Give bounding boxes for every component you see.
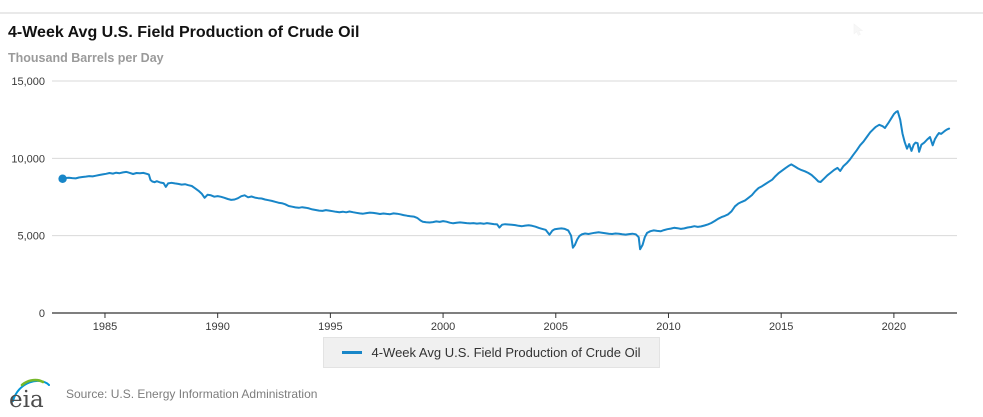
eia-logo[interactable]: eia bbox=[8, 376, 54, 412]
y-axis-tick-label: 15,000 bbox=[11, 76, 45, 88]
chart-title: 4-Week Avg U.S. Field Production of Crud… bbox=[8, 24, 360, 41]
line-chart-plot[interactable]: 0 5,000 10,000 15,000 1985 1990 1995 2000 2005 20… bbox=[0, 0, 983, 336]
top-divider bbox=[0, 12, 983, 14]
x-axis-tick-label: 2020 bbox=[882, 321, 906, 333]
series-first-point-marker[interactable] bbox=[58, 174, 67, 183]
y-axis-tick-label: 10,000 bbox=[11, 153, 45, 165]
cursor-arrow-icon bbox=[853, 23, 864, 36]
x-axis-tick-label: 2010 bbox=[656, 321, 680, 333]
legend-item[interactable]: 4-Week Avg U.S. Field Production of Crud… bbox=[323, 337, 660, 368]
x-axis-tick-label: 1985 bbox=[93, 321, 117, 333]
eia-logo-green-arc bbox=[20, 378, 45, 387]
chart-units-label: Thousand Barrels per Day bbox=[8, 51, 164, 65]
legend-line-swatch bbox=[342, 351, 363, 354]
series-line[interactable] bbox=[61, 110, 951, 251]
footer: eia Source: U.S. Energy Information Admi… bbox=[8, 376, 317, 412]
x-axis-tick-label: 2005 bbox=[544, 321, 568, 333]
eia-logo-blue-arc bbox=[12, 380, 50, 402]
source-text: Source: U.S. Energy Information Administ… bbox=[66, 387, 318, 401]
y-axis-tick-label: 5,000 bbox=[17, 231, 45, 243]
eia-logo-text: eia bbox=[9, 387, 44, 412]
legend-label: 4-Week Avg U.S. Field Production of Crud… bbox=[371, 345, 641, 360]
x-axis-tick-label: 1990 bbox=[205, 321, 229, 333]
x-axis-tick-label: 2015 bbox=[769, 321, 793, 333]
legend-wrap: 4-Week Avg U.S. Field Production of Crud… bbox=[0, 337, 983, 368]
x-axis-tick-label: 2000 bbox=[431, 321, 455, 333]
y-axis-tick-label: 0 bbox=[39, 308, 45, 320]
x-axis-tick-label: 1995 bbox=[318, 321, 342, 333]
